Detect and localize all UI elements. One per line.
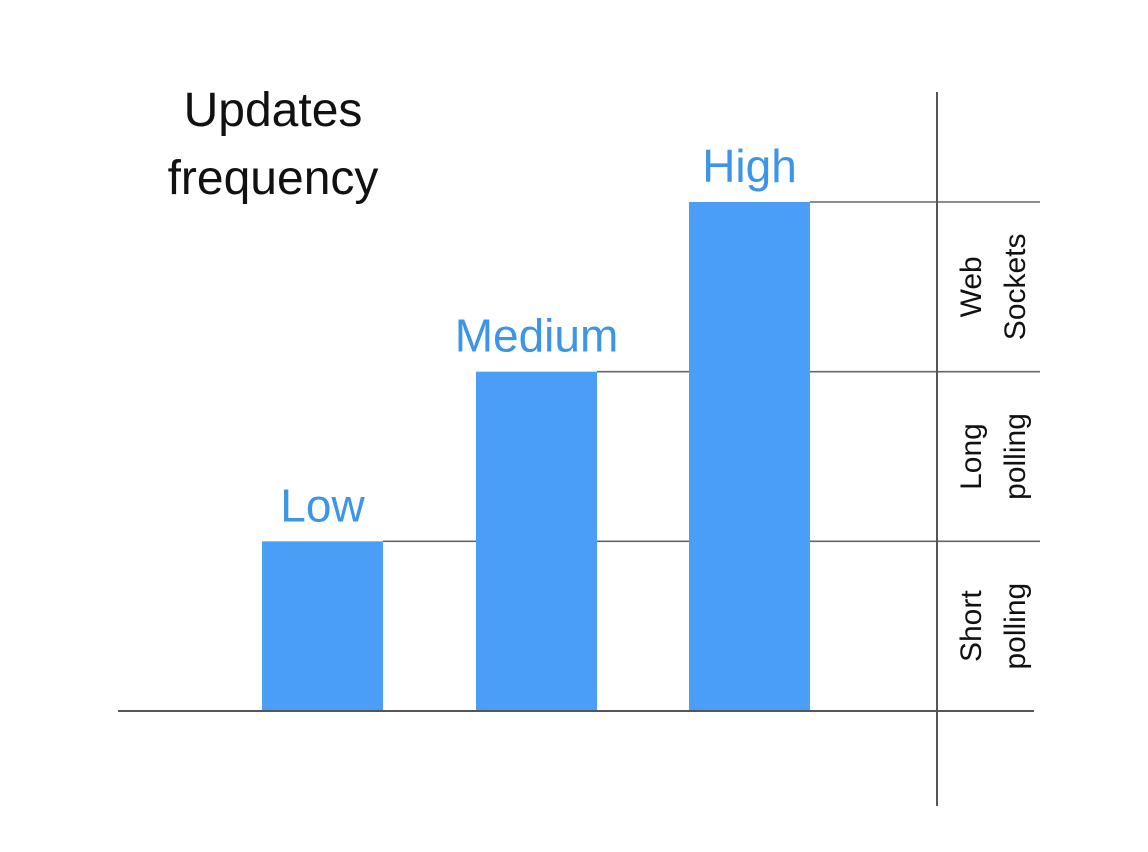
band-label-line: Long	[955, 423, 988, 490]
bar-label-high: High	[702, 140, 797, 192]
band-label-group: Web Sockets	[955, 233, 1032, 340]
bar-label-medium: Medium	[455, 310, 619, 362]
band-label-line: Web	[955, 256, 988, 317]
bar-low	[262, 541, 383, 711]
band-label-line: Short	[955, 590, 988, 662]
bar-labels: Low Medium High	[280, 140, 797, 531]
band-label-line: polling	[999, 583, 1032, 670]
technique-bands: Short polling Long polling Web Sockets	[955, 233, 1032, 669]
axes	[118, 92, 1034, 806]
bar-high	[689, 202, 810, 711]
chart-title-line-2: frequency	[168, 152, 379, 205]
band-label: Long polling	[955, 413, 1032, 500]
band-label: Web Sockets	[955, 233, 1032, 340]
chart-title: Updates frequency	[168, 84, 379, 205]
band-label-group: Long polling	[955, 413, 1032, 500]
band-label-line: Sockets	[999, 233, 1032, 340]
band-label-group: Short polling	[955, 583, 1032, 670]
band-label: Short polling	[955, 583, 1032, 670]
bars	[262, 202, 810, 711]
chart-title-line-1: Updates	[184, 84, 363, 137]
bar-medium	[476, 371, 597, 711]
bar-label-low: Low	[280, 479, 365, 531]
band-label-line: polling	[999, 413, 1032, 500]
